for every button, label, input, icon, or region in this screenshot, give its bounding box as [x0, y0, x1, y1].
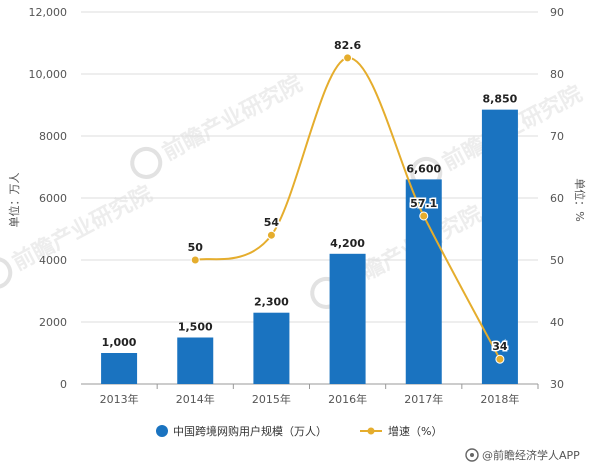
bar-data-labels: 1,000 1,500 2,300 4,200 6,600 8,850 [102, 93, 518, 349]
right-axis-ticks: 30 40 50 60 70 80 90 [550, 6, 564, 391]
source-attribution: @前瞻经济学人APP [465, 448, 580, 462]
watermark-text: 前瞻产业研究院 [158, 71, 306, 166]
x-tick-label: 2018年 [480, 392, 519, 406]
watermark-logo-icon [0, 256, 13, 289]
bar [177, 337, 214, 384]
source-text: @前瞻经济学人APP [482, 448, 580, 462]
bar-data-label: 1,500 [178, 321, 213, 334]
y-left-tick-label: 8000 [39, 130, 67, 143]
y-left-tick-label: 12,000 [29, 6, 68, 19]
y-left-tick-label: 0 [60, 378, 67, 391]
y-right-tick-label: 70 [550, 130, 564, 143]
bar [253, 312, 290, 384]
left-axis-ticks: 0 2000 4000 6000 8000 10,000 12,000 [29, 6, 68, 391]
line-point [266, 230, 276, 240]
legend-line-swatch-dot [367, 427, 375, 435]
bar-data-label: 8,850 [483, 93, 518, 106]
source-logo-icon [465, 448, 479, 462]
watermark-3: 前瞻产业研究院 [0, 181, 156, 289]
watermark-text: 前瞻产业研究院 [8, 181, 156, 276]
bar-data-label: 2,300 [254, 296, 289, 309]
bar-data-label: 4,200 [330, 237, 365, 250]
legend-bar-swatch [156, 425, 168, 437]
line-point [343, 53, 353, 63]
x-tick-label: 2017年 [404, 392, 443, 406]
line-data-labels: 50 54 82.6 57.1 34 [186, 37, 509, 354]
source-logo-icon-dot [470, 453, 474, 457]
y-right-axis-title: 单位：% [573, 178, 587, 221]
y-left-axis-title: 单位：万人 [7, 173, 21, 228]
line-series [190, 53, 505, 364]
y-right-tick-label: 90 [550, 6, 564, 19]
y-left-tick-label: 4000 [39, 254, 67, 267]
watermark-logo-icon [130, 146, 163, 179]
watermark-0: 前瞻产业研究院 [130, 71, 306, 179]
y-right-tick-label: 60 [550, 192, 564, 205]
line-point [419, 211, 429, 221]
bar [405, 179, 442, 384]
line-data-label: 54 [264, 216, 280, 229]
y-left-tick-label: 2000 [39, 316, 67, 329]
line-data-label: 82.6 [334, 39, 361, 52]
x-tick-label: 2014年 [176, 392, 215, 406]
bar [101, 353, 138, 384]
bar-data-label: 6,600 [406, 162, 441, 175]
line-data-label: 57.1 [410, 197, 437, 210]
x-tick-label: 2016年 [328, 392, 367, 406]
legend: 中国跨境网购用户规模（万人） 增速（%） [156, 424, 442, 438]
line-point [190, 255, 200, 265]
line-data-label: 34 [492, 340, 508, 353]
line-data-label: 50 [188, 241, 204, 254]
y-right-tick-label: 40 [550, 316, 564, 329]
bar [329, 253, 366, 384]
legend-bar-label: 中国跨境网购用户规模（万人） [173, 424, 327, 438]
y-left-tick-label: 10,000 [29, 68, 68, 81]
x-tick-label: 2015年 [252, 392, 291, 406]
x-axis-ticks: 2013年 2014年 2015年 2016年 2017年 2018年 [100, 384, 539, 406]
y-left-tick-label: 6000 [39, 192, 67, 205]
y-right-tick-label: 30 [550, 378, 564, 391]
line-point [495, 354, 505, 364]
x-tick-label: 2013年 [100, 392, 139, 406]
bar-data-label: 1,000 [102, 336, 137, 349]
grid-lines [81, 11, 538, 385]
legend-line-label: 增速（%） [388, 424, 442, 438]
y-right-tick-label: 80 [550, 68, 564, 81]
y-right-tick-label: 50 [550, 254, 564, 267]
